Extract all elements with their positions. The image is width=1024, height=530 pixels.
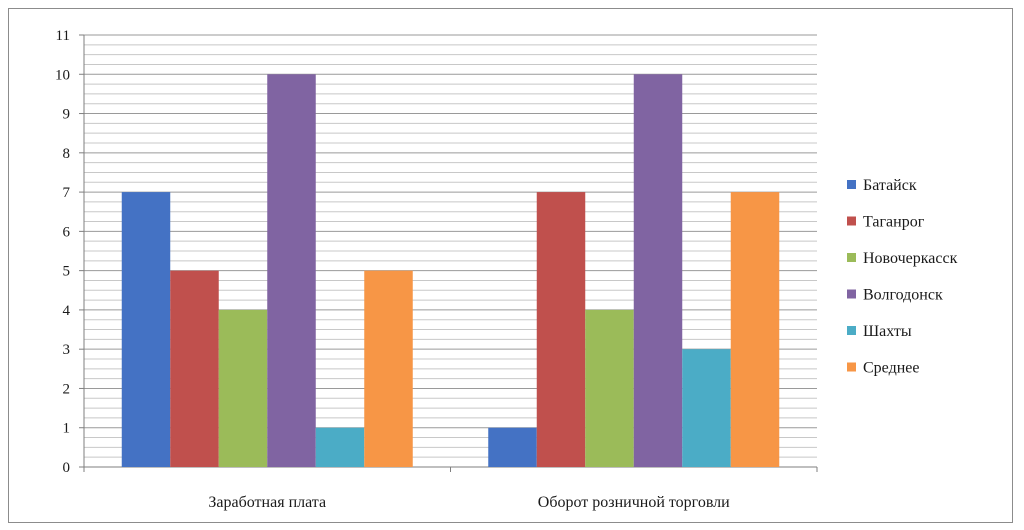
- bar-4-1: [682, 349, 731, 467]
- category-label: Оборот розничной торговли: [538, 494, 730, 511]
- legend-label: Таганрог: [863, 214, 925, 231]
- bar-2-0: [218, 309, 268, 467]
- y-tick-label: 2: [63, 381, 71, 397]
- bar-chart: 0 1 2 3 4 5 6 7 8 9 10 11 Заработная плата Оборот ро…: [55, 28, 958, 511]
- bar-1-1: [536, 192, 586, 467]
- legend-swatch: [847, 326, 856, 335]
- chart-frame: 0 1 2 3 4 5 6 7 8 9 10 11 Заработная плата Оборот ро…: [8, 8, 1013, 523]
- bar-1-0: [170, 270, 219, 467]
- y-tick-label: 9: [63, 107, 71, 123]
- legend: Батайск Таганрог Новочеркасск Волгодонск Шах…: [847, 177, 958, 377]
- y-tick-label: 6: [63, 224, 71, 240]
- y-tick-label: 11: [56, 28, 70, 44]
- y-tick-label: 3: [63, 342, 71, 358]
- legend-label: Новочеркасск: [863, 250, 958, 267]
- y-tick-label: 4: [63, 303, 71, 319]
- bar-3-0: [267, 74, 316, 467]
- legend-swatch: [847, 362, 856, 372]
- bar-3-1: [633, 74, 683, 467]
- y-tick-label: 10: [55, 67, 70, 83]
- y-tick-label: 5: [63, 264, 71, 280]
- y-tick-label: 8: [63, 146, 71, 162]
- legend-label: Среднее: [863, 360, 919, 377]
- legend-label: Батайск: [863, 177, 917, 194]
- legend-label: Волгодонск: [863, 287, 943, 304]
- bar-0-0: [121, 192, 171, 467]
- bar-2-1: [585, 309, 634, 467]
- legend-swatch: [847, 289, 856, 299]
- bar-4-0: [315, 427, 365, 467]
- legend-swatch: [847, 253, 856, 262]
- category-labels: Заработная плата Оборот розничной торговл…: [83, 467, 818, 511]
- legend-swatch: [847, 216, 856, 226]
- y-tick-labels: 0 1 2 3 4 5 6 7 8 9 10 11: [55, 28, 84, 476]
- category-label: Заработная плата: [208, 494, 326, 511]
- legend-swatch: [847, 180, 856, 189]
- bars: [121, 74, 780, 467]
- bar-0-1: [488, 427, 537, 467]
- y-tick-label: 7: [63, 185, 71, 201]
- bar-5-0: [364, 270, 413, 467]
- y-tick-label: 1: [63, 421, 71, 437]
- bar-5-1: [730, 192, 780, 467]
- legend-label: Шахты: [863, 323, 912, 340]
- y-tick-label: 0: [63, 460, 71, 476]
